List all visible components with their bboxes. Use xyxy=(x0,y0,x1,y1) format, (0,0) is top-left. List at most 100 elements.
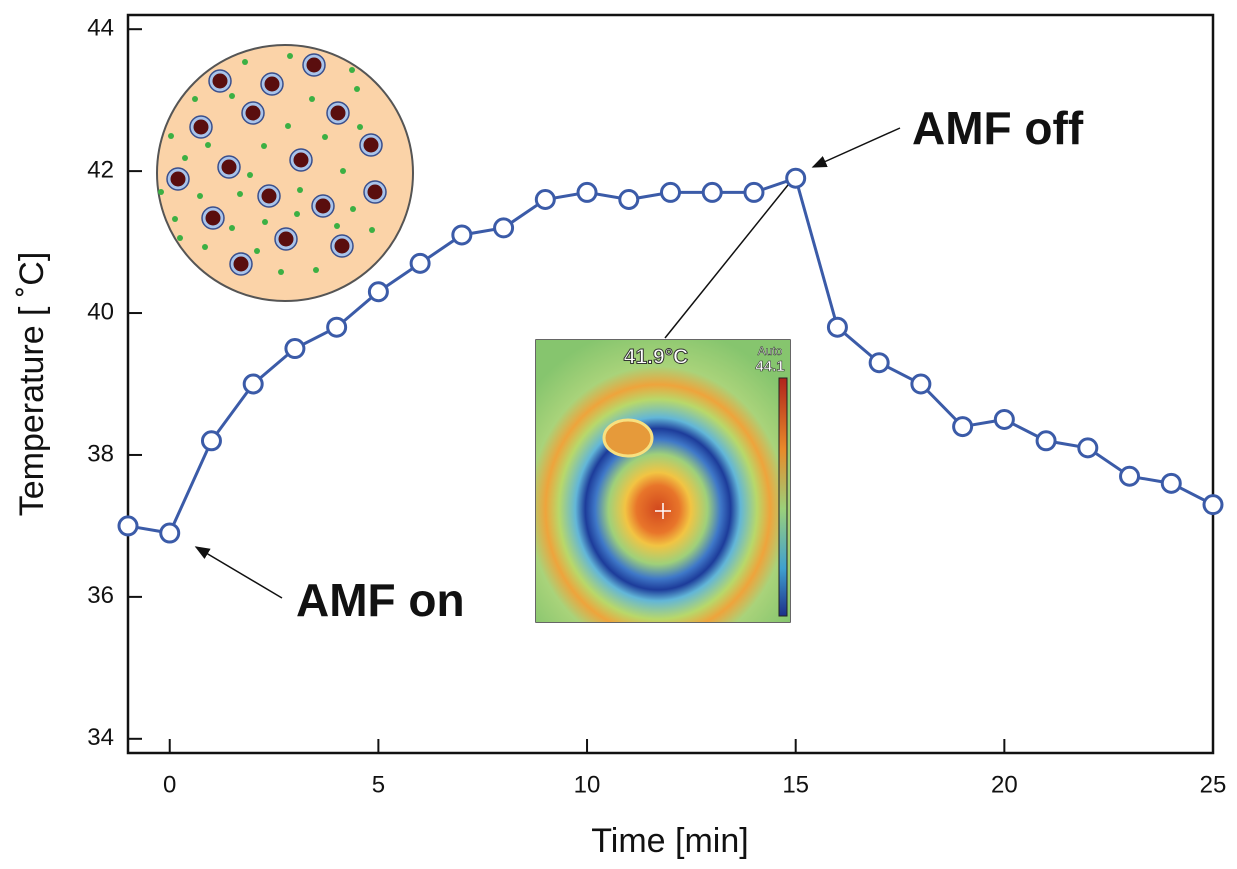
inset-scale-max: 44.1 xyxy=(755,358,784,375)
green-dot xyxy=(322,134,328,140)
thermal-scale xyxy=(778,377,788,617)
annotation-arrow xyxy=(811,127,901,168)
y-axis-label: Temperature [ ˚C] xyxy=(13,252,51,517)
y-tick-label: 42 xyxy=(87,156,114,183)
data-point xyxy=(910,373,932,395)
annotation: AMF on xyxy=(296,574,465,626)
data-point xyxy=(242,373,264,395)
particle-core xyxy=(212,73,228,89)
particle-core xyxy=(330,105,346,121)
green-dot xyxy=(285,123,291,129)
x-tick-label: 25 xyxy=(1200,771,1227,798)
particle-core xyxy=(193,119,209,135)
green-dot xyxy=(168,133,174,139)
crosshair xyxy=(655,503,671,519)
x-tick-label: 0 xyxy=(163,771,176,798)
green-dot xyxy=(247,172,253,178)
particle-core xyxy=(221,159,237,175)
green-dot xyxy=(242,59,248,65)
inset-temperature: 41.9°C xyxy=(624,346,688,369)
x-tick-label: 10 xyxy=(574,771,601,798)
green-dot xyxy=(229,93,235,99)
green-dot xyxy=(237,191,243,197)
particle-diagram xyxy=(156,44,414,302)
particle-core xyxy=(334,238,350,254)
data-point xyxy=(1119,465,1141,487)
y-tick-label: 36 xyxy=(87,582,114,609)
x-tick-label: 5 xyxy=(372,771,385,798)
green-dot xyxy=(354,86,360,92)
x-tick-label: 20 xyxy=(991,771,1018,798)
particle-core xyxy=(278,231,294,247)
data-point xyxy=(660,181,681,203)
data-point xyxy=(367,281,389,303)
y-tick-label: 38 xyxy=(87,440,114,467)
data-point xyxy=(326,316,348,338)
droplet xyxy=(156,44,414,302)
green-dot xyxy=(261,143,267,149)
y-tick-label: 34 xyxy=(87,724,114,751)
particle-core xyxy=(205,210,221,226)
particle-core xyxy=(264,76,280,92)
particle-core xyxy=(261,188,277,204)
green-dot xyxy=(297,187,303,193)
thermal-inset: 41.9°C Auto 44.1 xyxy=(535,339,791,623)
green-dot xyxy=(254,248,260,254)
data-point xyxy=(618,189,640,210)
particle-core xyxy=(306,57,322,73)
green-dot xyxy=(182,155,188,161)
data-point xyxy=(200,430,222,452)
data-point xyxy=(826,316,848,338)
inset-mode: Auto xyxy=(758,344,783,358)
green-dot xyxy=(369,227,375,233)
data-point xyxy=(534,189,556,210)
green-dot xyxy=(349,67,355,73)
green-dot xyxy=(158,189,164,195)
data-point xyxy=(159,522,181,544)
plot-frame xyxy=(126,13,1215,755)
inset-connector xyxy=(664,179,793,339)
green-dot xyxy=(309,96,315,102)
green-dot xyxy=(262,219,268,225)
particle-core xyxy=(363,137,379,153)
data-point xyxy=(701,181,723,203)
particle-core xyxy=(245,105,261,121)
green-dot xyxy=(229,225,235,231)
data-point xyxy=(785,167,807,189)
green-dot xyxy=(313,267,319,273)
data-point xyxy=(493,217,515,239)
data-point xyxy=(284,338,306,360)
particle-core xyxy=(367,184,383,200)
particle-core xyxy=(315,198,331,214)
green-dot xyxy=(172,216,178,222)
particle-core xyxy=(293,152,309,168)
green-dot xyxy=(350,206,356,212)
particle-core xyxy=(233,256,249,272)
thermal-field xyxy=(536,340,790,622)
green-dot xyxy=(177,235,183,241)
y-tick-label: 40 xyxy=(87,298,114,325)
data-point xyxy=(1202,494,1224,516)
green-dot xyxy=(202,244,208,250)
x-axis-label: Time [min] xyxy=(591,822,748,860)
data-point xyxy=(868,352,890,374)
data-point xyxy=(451,224,473,246)
data-point xyxy=(1160,472,1182,494)
x-tick-label: 15 xyxy=(782,771,809,798)
annotation: AMF off xyxy=(912,102,1084,154)
data-point xyxy=(1077,437,1099,459)
data-point xyxy=(117,515,139,537)
green-dot xyxy=(294,211,300,217)
data-point xyxy=(409,252,431,274)
green-dot xyxy=(192,96,198,102)
green-dot xyxy=(197,193,203,199)
annotation-arrow xyxy=(194,546,283,599)
green-dot xyxy=(278,269,284,275)
green-dot xyxy=(287,53,293,59)
data-point xyxy=(743,181,765,203)
green-dot xyxy=(357,124,363,130)
green-dot xyxy=(205,142,211,148)
particle-core xyxy=(170,171,186,187)
green-dot xyxy=(334,223,340,229)
